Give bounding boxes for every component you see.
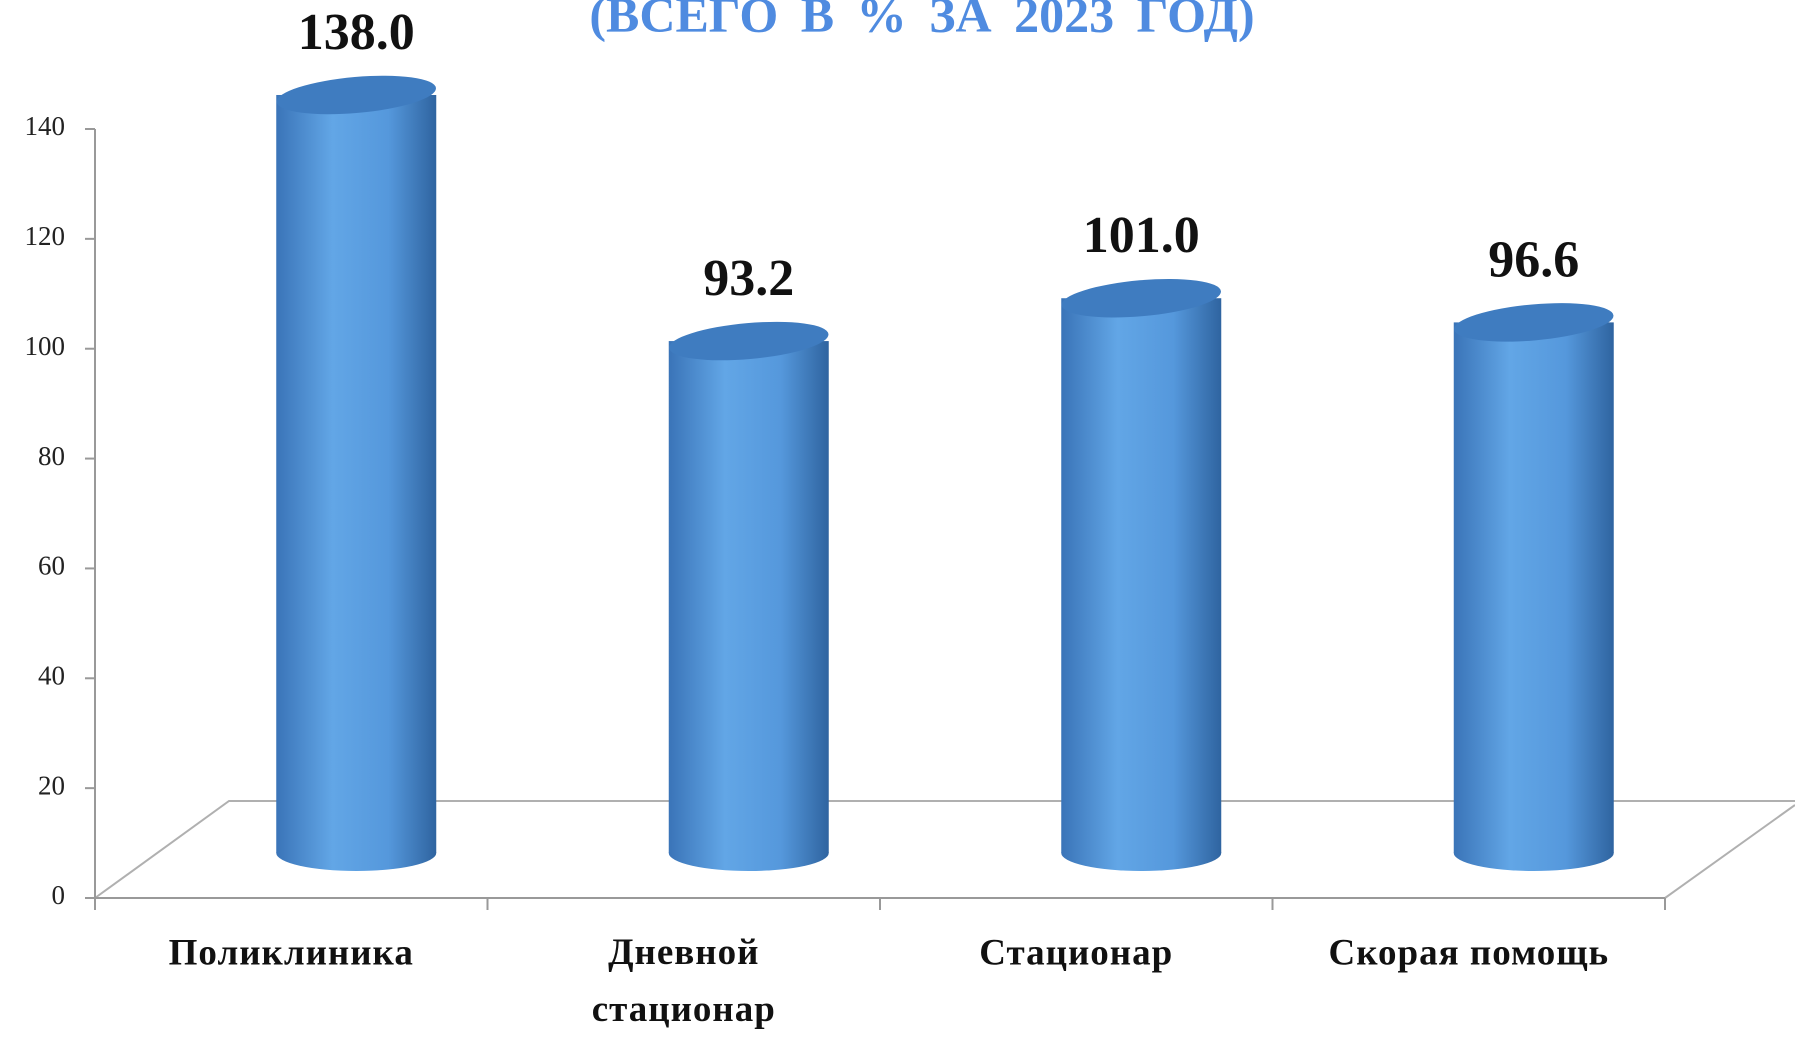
floor-edge: [1664, 804, 1795, 899]
bar-top: [669, 321, 829, 361]
bar-top: [1061, 278, 1221, 318]
bar: [276, 94, 437, 853]
y-tick-label: 60: [38, 551, 65, 581]
y-tick-label: 20: [38, 770, 65, 800]
x-tick-label: Дневной стационар: [592, 932, 776, 1030]
y-tick-label: 100: [25, 331, 66, 361]
chart-title: (ВСЕГО В % ЗА 2023 ГОД): [589, 0, 1254, 42]
y-tick-label: 0: [52, 880, 66, 910]
bar: [668, 341, 829, 853]
data-label: 93.2: [703, 250, 794, 307]
y-tick-label: 140: [25, 111, 66, 141]
data-label: 138.0: [298, 4, 415, 61]
bar: [1453, 322, 1614, 853]
data-label: 101.0: [1083, 207, 1200, 264]
bar: [1061, 298, 1222, 853]
y-tick-label: 40: [38, 660, 65, 690]
x-tick-label: Скорая помощь: [1328, 932, 1609, 973]
bar-top: [1454, 303, 1614, 342]
floor-edge: [94, 800, 1795, 899]
x-tick-label: Стационар: [979, 932, 1173, 973]
x-tick-label: Поликлиника: [169, 932, 414, 973]
y-tick-label: 80: [38, 441, 65, 471]
bar-top: [276, 75, 436, 115]
data-label: 96.6: [1488, 231, 1579, 288]
floor: [94, 800, 1795, 899]
y-tick-label: 120: [25, 221, 66, 251]
